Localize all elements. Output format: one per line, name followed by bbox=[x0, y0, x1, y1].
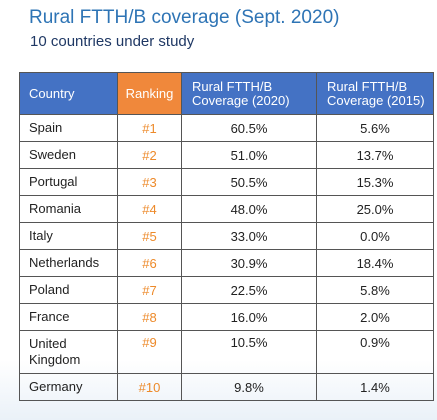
table-header-row: Country Ranking Rural FTTH/B Coverage (2… bbox=[19, 72, 434, 115]
coverage-2015-cell: 15.3% bbox=[316, 168, 434, 196]
coverage-2020-cell: 10.5% bbox=[181, 330, 317, 374]
table-row: Sweden #2 51.0% 13.7% bbox=[19, 141, 434, 169]
coverage-2020-cell: 9.8% bbox=[181, 373, 317, 401]
page-subtitle: 10 countries under study bbox=[30, 33, 195, 50]
ranking-cell: #3 bbox=[117, 168, 182, 196]
column-header-country: Country bbox=[19, 72, 118, 115]
ranking-cell: #6 bbox=[117, 249, 182, 277]
coverage-2015-cell: 5.6% bbox=[316, 114, 434, 142]
table-row: Poland #7 22.5% 5.8% bbox=[19, 276, 434, 304]
country-cell: Portugal bbox=[19, 168, 118, 196]
ranking-cell: #4 bbox=[117, 195, 182, 223]
coverage-2015-cell: 0.0% bbox=[316, 222, 434, 250]
ranking-cell: #7 bbox=[117, 276, 182, 304]
country-cell: Germany bbox=[19, 373, 118, 401]
coverage-2020-cell: 60.5% bbox=[181, 114, 317, 142]
country-cell: Italy bbox=[19, 222, 118, 250]
coverage-2015-cell: 0.9% bbox=[316, 330, 434, 374]
table-row: France #8 16.0% 2.0% bbox=[19, 303, 434, 331]
country-cell: Poland bbox=[19, 276, 118, 304]
country-cell: Sweden bbox=[19, 141, 118, 169]
ranking-cell: #1 bbox=[117, 114, 182, 142]
column-header-coverage-2020: Rural FTTH/B Coverage (2020) bbox=[181, 72, 317, 115]
coverage-2020-cell: 51.0% bbox=[181, 141, 317, 169]
ranking-cell: #2 bbox=[117, 141, 182, 169]
table-row: Romania #4 48.0% 25.0% bbox=[19, 195, 434, 223]
column-header-ranking: Ranking bbox=[117, 72, 182, 115]
table-row: Germany #10 9.8% 1.4% bbox=[19, 373, 434, 401]
table-body: Spain #1 60.5% 5.6% Sweden #2 51.0% 13.7… bbox=[19, 114, 434, 401]
ranking-cell: #9 bbox=[117, 330, 182, 374]
coverage-2015-cell: 5.8% bbox=[316, 276, 434, 304]
country-cell: Romania bbox=[19, 195, 118, 223]
ranking-cell: #5 bbox=[117, 222, 182, 250]
coverage-2015-cell: 13.7% bbox=[316, 141, 434, 169]
coverage-2020-cell: 33.0% bbox=[181, 222, 317, 250]
table-row: Italy #5 33.0% 0.0% bbox=[19, 222, 434, 250]
country-cell: Spain bbox=[19, 114, 118, 142]
coverage-2015-cell: 1.4% bbox=[316, 373, 434, 401]
column-header-coverage-2015: Rural FTTH/B Coverage (2015) bbox=[316, 72, 434, 115]
table-row: United Kingdom #9 10.5% 0.9% bbox=[19, 330, 434, 374]
country-cell: United Kingdom bbox=[19, 330, 118, 374]
table-row: Spain #1 60.5% 5.6% bbox=[19, 114, 434, 142]
table-row: Netherlands #6 30.9% 18.4% bbox=[19, 249, 434, 277]
coverage-2015-cell: 18.4% bbox=[316, 249, 434, 277]
country-cell: Netherlands bbox=[19, 249, 118, 277]
coverage-2015-cell: 25.0% bbox=[316, 195, 434, 223]
page-title: Rural FTTH/B coverage (Sept. 2020) bbox=[29, 7, 340, 28]
country-cell: France bbox=[19, 303, 118, 331]
coverage-2020-cell: 16.0% bbox=[181, 303, 317, 331]
coverage-2020-cell: 30.9% bbox=[181, 249, 317, 277]
ranking-cell: #8 bbox=[117, 303, 182, 331]
coverage-2020-cell: 50.5% bbox=[181, 168, 317, 196]
ranking-cell: #10 bbox=[117, 373, 182, 401]
coverage-2020-cell: 22.5% bbox=[181, 276, 317, 304]
coverage-2015-cell: 2.0% bbox=[316, 303, 434, 331]
table-row: Portugal #3 50.5% 15.3% bbox=[19, 168, 434, 196]
coverage-2020-cell: 48.0% bbox=[181, 195, 317, 223]
table-header: Country Ranking Rural FTTH/B Coverage (2… bbox=[19, 72, 434, 115]
coverage-table: Country Ranking Rural FTTH/B Coverage (2… bbox=[19, 72, 434, 401]
